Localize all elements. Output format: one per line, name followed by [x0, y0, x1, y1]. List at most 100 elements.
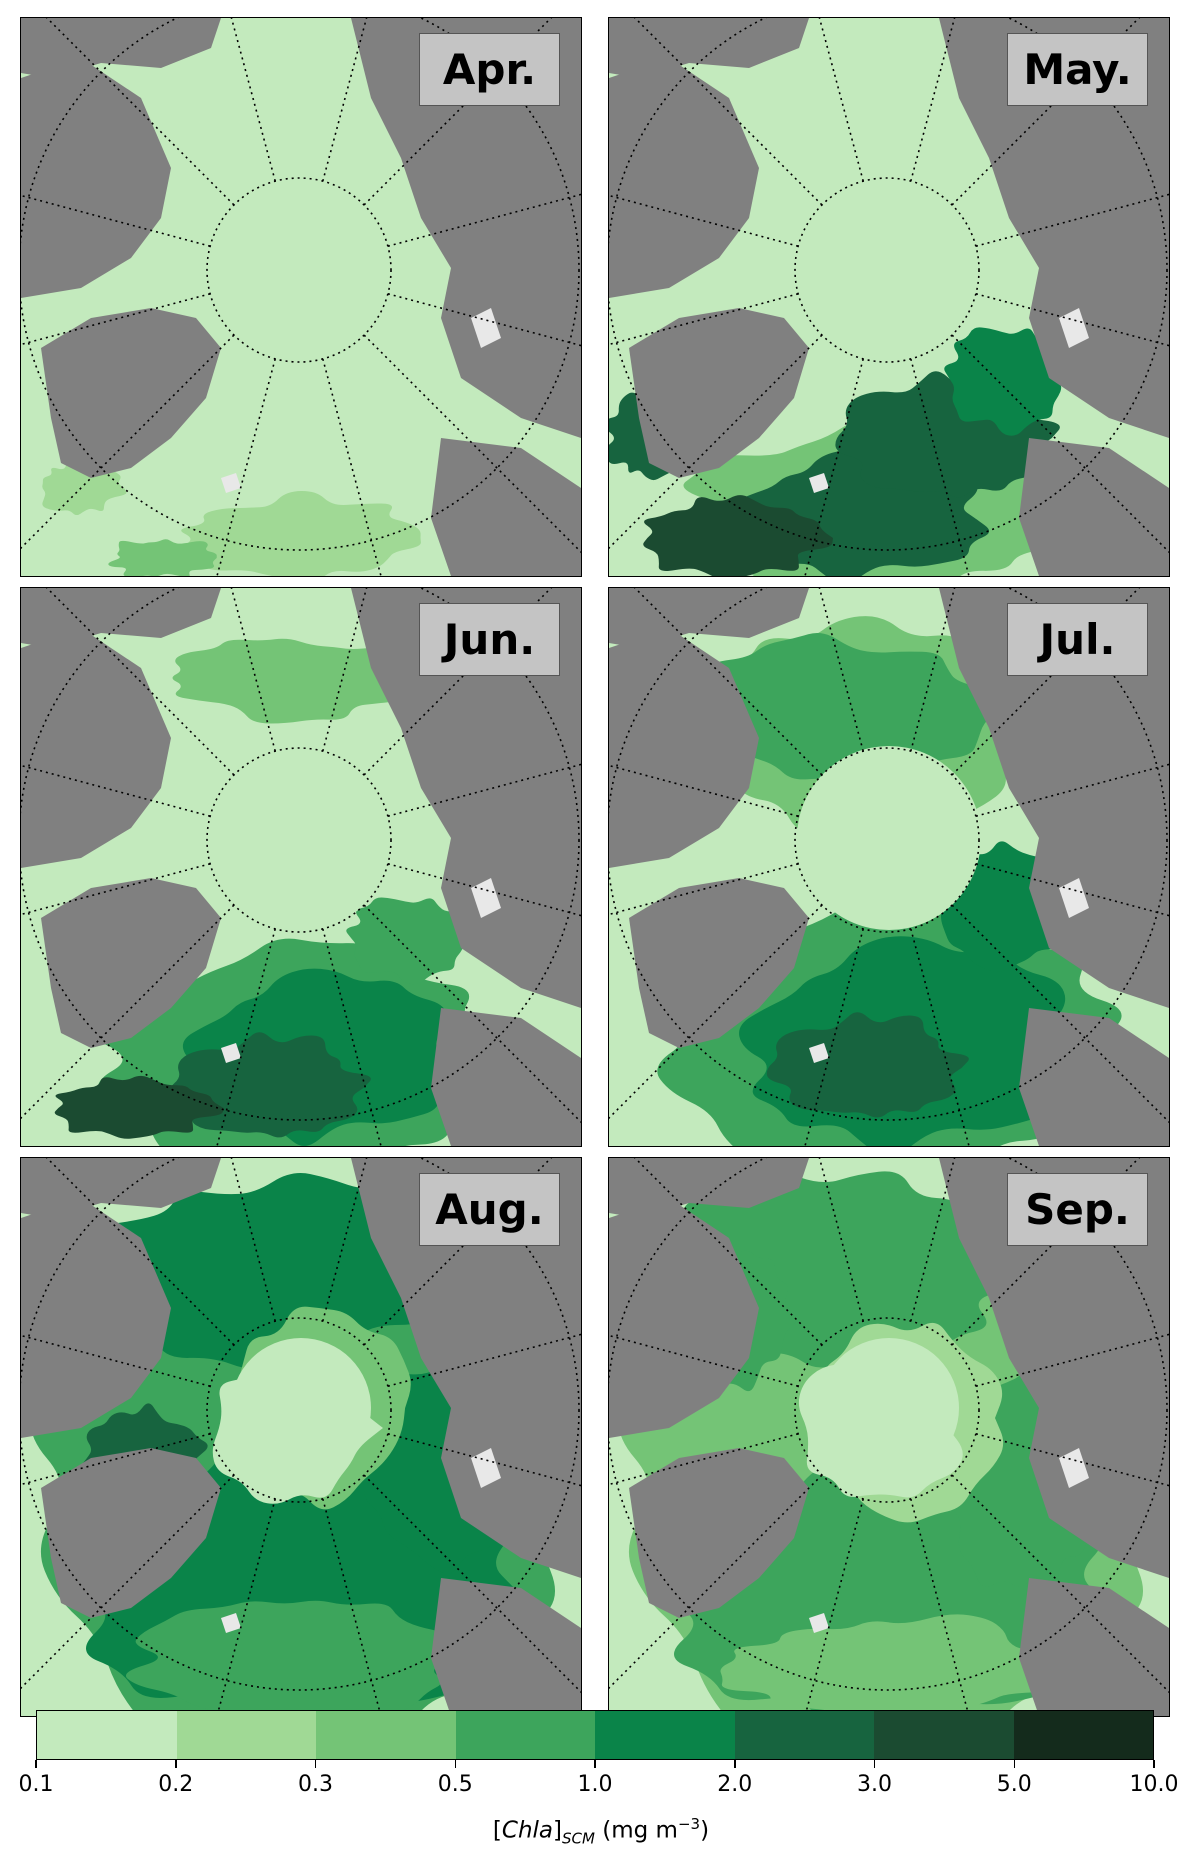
map-panel-jul: Jul. — [608, 587, 1170, 1147]
land-mass — [21, 1158, 221, 1218]
colorbar-tick-label: 0.3 — [298, 1772, 333, 1797]
land-mass — [629, 308, 809, 478]
ice-patch — [221, 473, 241, 493]
land-mass — [351, 588, 581, 1008]
meridian-line — [230, 588, 276, 752]
land-mass — [41, 308, 221, 478]
latitude-circle — [794, 1317, 980, 1503]
meridian-line — [633, 18, 823, 206]
month-label: Sep. — [1007, 1173, 1148, 1246]
ice-patch — [221, 1613, 241, 1633]
meridian-line — [975, 1433, 1169, 1487]
map-panel-aug: Aug. — [20, 1157, 582, 1717]
land-mass — [21, 58, 171, 298]
latitude-circle — [609, 18, 1168, 551]
meridian-line — [21, 1474, 235, 1690]
meridian-line — [216, 928, 276, 1146]
meridian-line — [975, 193, 1169, 247]
arctic-map — [21, 18, 581, 576]
meridian-line — [45, 1158, 235, 1346]
meridian-line — [633, 1158, 823, 1346]
meridian-line — [21, 334, 235, 550]
pole-region — [797, 176, 981, 360]
colorbar-segment — [455, 1711, 595, 1759]
ice-patch — [1059, 1448, 1089, 1488]
latitude-circle — [21, 588, 580, 1121]
colorbar-tick-label: 0.2 — [158, 1772, 194, 1797]
land-mass — [609, 18, 809, 78]
ice-patch — [471, 308, 501, 348]
chla-region — [125, 1600, 466, 1716]
chla-region — [944, 327, 1064, 436]
colorbar — [36, 1710, 1154, 1760]
meridian-line — [387, 763, 581, 817]
land-mass — [431, 438, 581, 576]
colorbar-tick — [734, 1760, 736, 1768]
meridian-line — [21, 863, 211, 916]
meridian-line — [363, 334, 581, 554]
colorbar-tick — [175, 1760, 177, 1768]
arctic-map — [21, 588, 581, 1146]
latitude-circle — [21, 1158, 580, 1691]
meridian-line — [804, 1498, 864, 1716]
latitude-circle — [206, 1317, 392, 1503]
latitude-circle — [206, 747, 392, 933]
meridian-line — [387, 293, 581, 347]
meridian-line — [387, 1333, 581, 1387]
land-mass — [21, 588, 221, 648]
land-mass — [609, 628, 759, 868]
meridian-line — [951, 904, 1169, 1124]
meridian-line — [322, 358, 382, 576]
colorbar-tick — [594, 1760, 596, 1768]
meridian-line — [818, 588, 864, 752]
pole-region — [212, 1351, 383, 1504]
meridian-line — [21, 904, 235, 1120]
land-mass — [1019, 438, 1169, 576]
meridian-line — [975, 763, 1169, 817]
meridian-line — [975, 1333, 1169, 1387]
meridian-line — [818, 1158, 864, 1322]
land-mass — [609, 58, 759, 298]
graticule — [609, 18, 1169, 576]
map-panel-sep: Sep. — [608, 1157, 1170, 1717]
colorbar-segment — [734, 1711, 874, 1759]
pole-region — [797, 746, 981, 930]
month-label: Apr. — [419, 33, 560, 106]
land-mass — [939, 1158, 1169, 1578]
map-panel-jun: Jun. — [20, 587, 582, 1147]
ice-patch — [809, 1613, 829, 1633]
graticule — [21, 588, 581, 1146]
meridian-line — [387, 193, 581, 247]
meridian-line — [609, 863, 799, 916]
colorbar-tick-label: 5.0 — [996, 1772, 1032, 1797]
meridian-line — [609, 293, 799, 346]
colorbar-tick — [454, 1760, 456, 1768]
chla-region — [54, 1075, 224, 1139]
colorbar-segment — [316, 1711, 456, 1759]
colorbar-segment — [37, 1711, 177, 1759]
land-mass — [41, 878, 221, 1048]
land-mass — [431, 1578, 581, 1716]
meridian-line — [910, 1158, 956, 1322]
meridian-line — [387, 1433, 581, 1487]
month-label: Jul. — [1007, 603, 1148, 676]
meridian-line — [322, 1158, 368, 1322]
chla-region — [181, 490, 421, 576]
arctic-map — [609, 588, 1169, 1146]
chla-region — [172, 638, 432, 724]
map-panel-apr: Apr. — [20, 17, 582, 577]
land-mass — [1019, 1578, 1169, 1716]
latitude-circle — [609, 588, 1168, 1121]
meridian-line — [910, 928, 970, 1146]
map-panel-may: May. — [608, 17, 1170, 577]
meridian-line — [230, 18, 276, 182]
colorbar-segment — [176, 1711, 316, 1759]
meridian-line — [21, 194, 211, 247]
meridian-line — [609, 1433, 799, 1486]
meridian-line — [609, 764, 799, 817]
colorbar-tick — [1013, 1760, 1015, 1768]
chla-region — [108, 539, 217, 576]
meridian-line — [322, 18, 368, 182]
colorbar-tick-label: 0.5 — [437, 1772, 473, 1797]
land-mass — [351, 18, 581, 438]
